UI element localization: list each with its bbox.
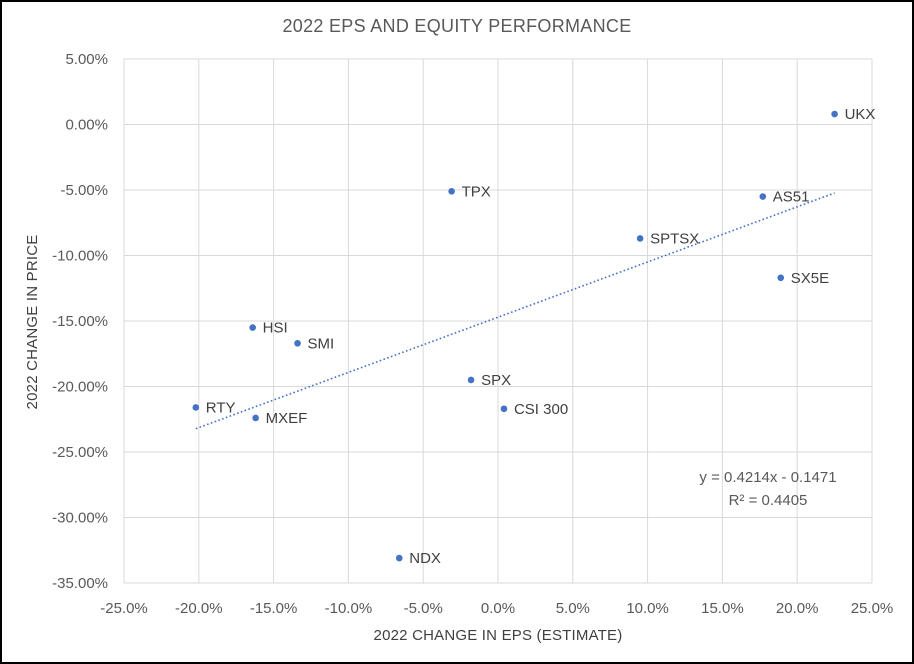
x-tick-label: 20.0% bbox=[776, 600, 819, 617]
data-label: SMI bbox=[308, 335, 335, 352]
trendline-r-squared: R² = 0.4405 bbox=[729, 492, 808, 509]
data-label: RTY bbox=[206, 399, 236, 416]
x-tick-label: -15.0% bbox=[250, 600, 298, 617]
y-axis-title: 2022 CHANGE IN PRICE bbox=[24, 235, 41, 410]
x-tick-label: 5.0% bbox=[556, 600, 590, 617]
data-point-csi-300 bbox=[500, 405, 508, 413]
data-point-ndx bbox=[395, 554, 403, 562]
data-point-sx5e bbox=[777, 274, 785, 282]
data-point-sptsx bbox=[636, 235, 644, 242]
data-point-mxef bbox=[252, 414, 259, 422]
data-label: NDX bbox=[409, 550, 441, 567]
x-tick-label: 25.0% bbox=[851, 600, 894, 617]
data-label: SPX bbox=[481, 372, 511, 389]
trendline-equation: y = 0.4214x - 0.1471 bbox=[699, 469, 836, 486]
x-tick-label: -25.0% bbox=[100, 600, 148, 617]
chart-title: 2022 EPS AND EQUITY PERFORMANCE bbox=[282, 16, 631, 36]
data-point-tpx bbox=[448, 188, 455, 195]
data-label: CSI 300 bbox=[514, 401, 568, 418]
y-tick-label: 0.00% bbox=[65, 117, 108, 134]
gridlines bbox=[123, 58, 873, 584]
y-tick-label: -10.00% bbox=[52, 248, 108, 265]
y-axis-ticks: 5.00% 0.00% -5.00% -10.00% -15.00% -20.00% -25… bbox=[52, 51, 108, 592]
data-point-rty bbox=[192, 404, 200, 411]
data-label: AS51 bbox=[773, 189, 810, 206]
x-tick-label: 0.0% bbox=[481, 600, 515, 617]
data-label: HSI bbox=[263, 320, 288, 337]
x-axis-ticks: -25.0% -20.0% -15.0% -10.0% -5.0% 0.0% 5.0% 10.… bbox=[100, 600, 893, 617]
data-point-spx bbox=[467, 376, 475, 384]
x-axis-title: 2022 CHANGE IN EPS (ESTIMATE) bbox=[374, 627, 623, 644]
x-tick-label: -10.0% bbox=[325, 600, 373, 617]
y-tick-label: -25.00% bbox=[52, 444, 108, 461]
data-point-ukx bbox=[831, 110, 838, 118]
y-tick-label: 5.00% bbox=[65, 51, 108, 68]
data-label: SPTSX bbox=[650, 230, 699, 247]
data-point-as51 bbox=[759, 193, 767, 200]
x-tick-label: 10.0% bbox=[626, 600, 669, 617]
y-tick-label: -30.00% bbox=[52, 510, 108, 527]
y-tick-label: -35.00% bbox=[52, 575, 108, 592]
x-tick-label: 15.0% bbox=[701, 600, 744, 617]
data-label: TPX bbox=[462, 183, 491, 200]
x-tick-label: -5.0% bbox=[404, 600, 443, 617]
x-tick-label: -20.0% bbox=[175, 600, 223, 617]
data-point-hsi bbox=[249, 324, 256, 331]
trendline bbox=[195, 192, 835, 430]
data-label: SX5E bbox=[791, 270, 829, 287]
y-tick-label: -5.00% bbox=[60, 182, 108, 199]
data-label: UKX bbox=[845, 106, 876, 123]
y-tick-label: -20.00% bbox=[52, 379, 108, 396]
data-point-smi bbox=[294, 339, 301, 347]
data-points: UKX TPX AS51 SPTSX SX5E HSI SMI SPX RTY CSI 300 MX… bbox=[192, 106, 876, 567]
data-label: MXEF bbox=[266, 410, 308, 427]
y-tick-label: -15.00% bbox=[52, 313, 108, 330]
